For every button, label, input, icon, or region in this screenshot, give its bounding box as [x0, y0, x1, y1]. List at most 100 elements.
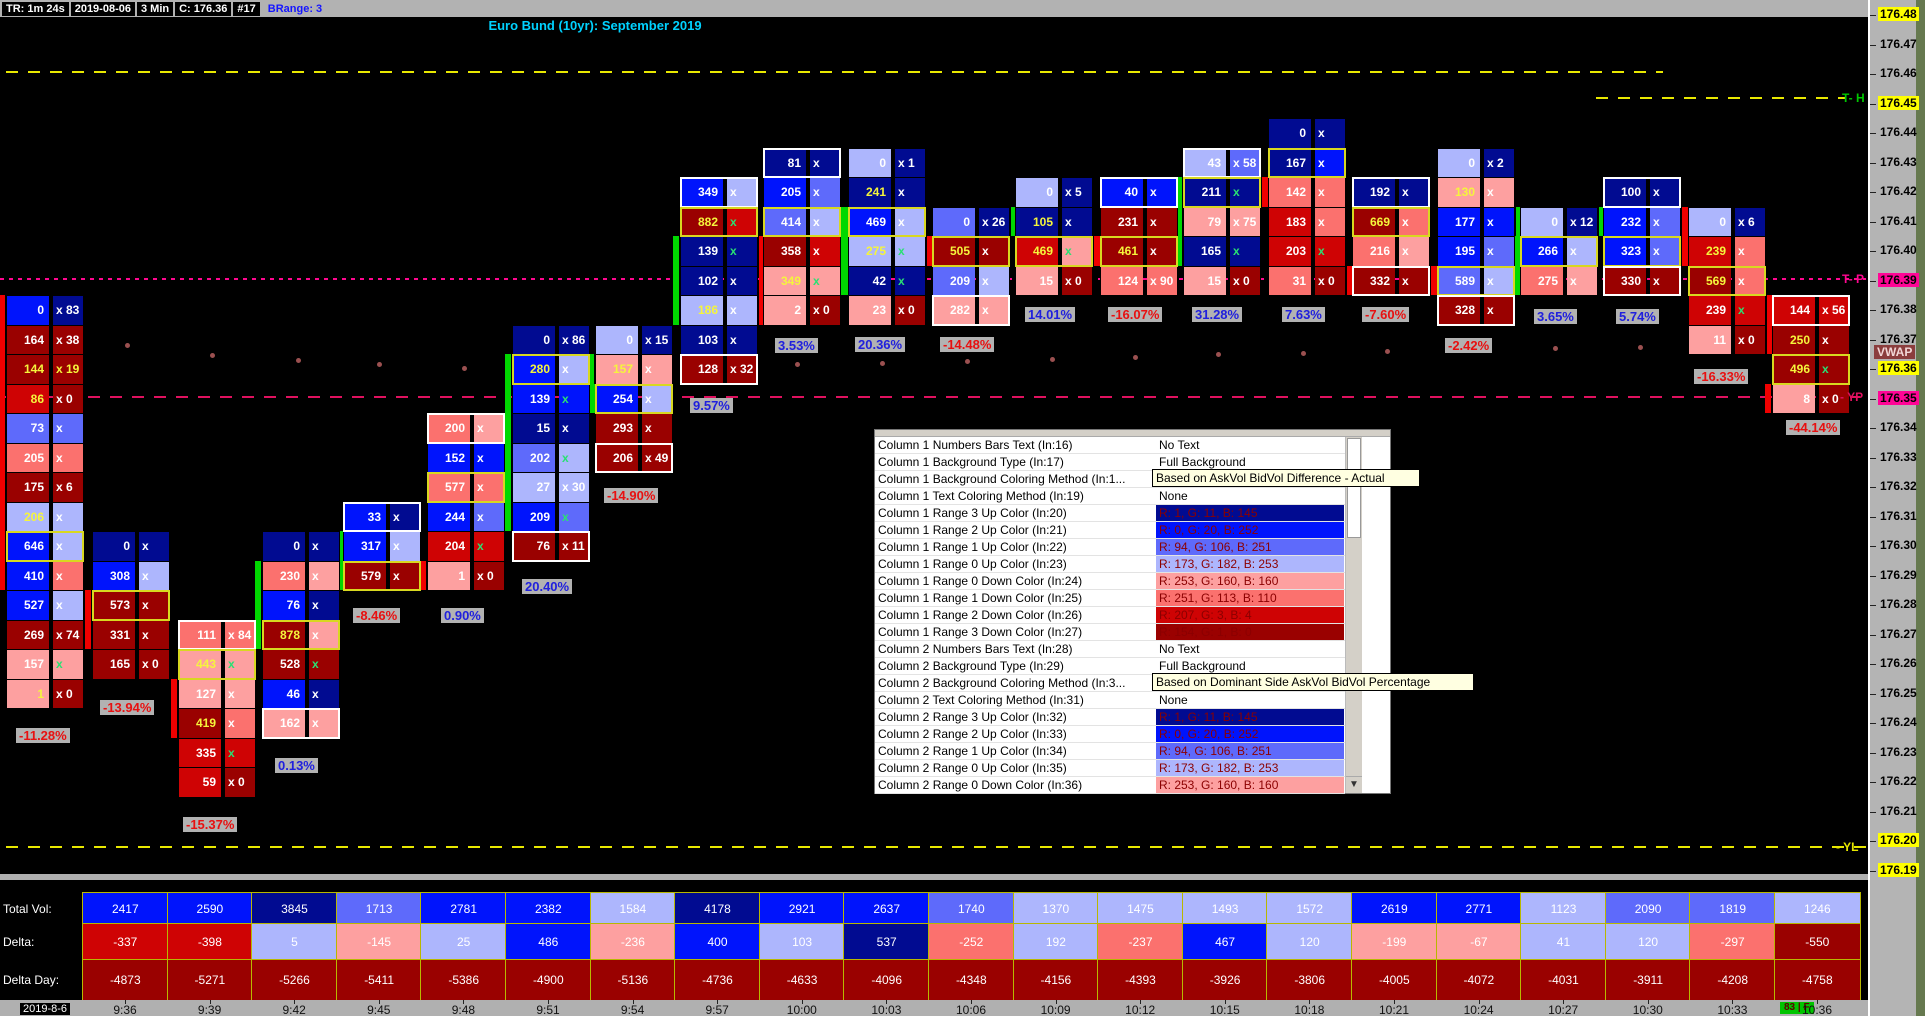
table-cell[interactable]: 120	[1604, 923, 1692, 961]
table-cell[interactable]: 1475	[1097, 892, 1184, 925]
table-cell[interactable]: 2382	[505, 892, 592, 925]
price-label[interactable]: 176.44	[1880, 125, 1917, 139]
table-cell[interactable]: -237	[1097, 923, 1184, 961]
setting-color-value[interactable]: R: 94, G: 106, B: 251	[1156, 539, 1344, 555]
table-cell[interactable]: 1246	[1774, 892, 1861, 925]
setting-value[interactable]: No Text	[1159, 438, 1200, 452]
table-cell[interactable]: 1370	[1012, 892, 1100, 925]
table-cell[interactable]: 1819	[1689, 892, 1776, 925]
footprint-cell[interactable]: 15 x 0	[1015, 265, 1093, 296]
table-cell[interactable]: 2637	[843, 892, 930, 925]
settings-row[interactable]: Column 2 Range 3 Up Color (In:32) R: 1, G…	[875, 709, 1345, 726]
settings-row[interactable]: Column 2 Range 0 Down Color (In:36) R: 25…	[875, 777, 1345, 794]
footprint-cell[interactable]: 0x 175	[1268, 118, 1346, 149]
price-label[interactable]: 176.39	[1878, 272, 1919, 287]
table-cell[interactable]: 192	[1012, 923, 1100, 961]
table-cell[interactable]: 537	[843, 923, 930, 961]
table-cell[interactable]: -4005	[1351, 959, 1438, 1001]
setting-color-value[interactable]: R: 173, G: 182, B: 253	[1156, 556, 1344, 572]
table-cell[interactable]: 4178	[674, 892, 761, 925]
setting-color-value[interactable]: R: 251, G: 113, B: 110	[1156, 590, 1344, 606]
setting-color-value[interactable]: R: 253, G: 160, B: 160	[1156, 573, 1344, 589]
table-cell[interactable]: 2417	[82, 892, 169, 925]
time-label[interactable]: 10:27	[1548, 1003, 1579, 1016]
table-cell[interactable]: 1713	[335, 892, 423, 925]
price-label[interactable]: 176.45	[1878, 95, 1919, 110]
table-cell[interactable]: 25	[420, 923, 507, 961]
footprint-cell[interactable]: 76 x 11	[512, 531, 590, 562]
toolbar-chip[interactable]: #17	[233, 1, 260, 16]
price-label[interactable]: 176.31	[1880, 508, 1917, 523]
settings-row[interactable]: Column 1 Background Type (In:17) Full Bac…	[875, 454, 1345, 471]
price-label[interactable]: 176.26	[1880, 656, 1917, 670]
table-cell[interactable]: -398	[166, 923, 254, 961]
table-cell[interactable]: -4208	[1689, 959, 1776, 1001]
table-cell[interactable]: 120	[1266, 923, 1353, 961]
time-label[interactable]: 10:21	[1378, 1003, 1410, 1016]
table-cell[interactable]: 2619	[1351, 892, 1438, 925]
footprint-cell[interactable]: 165 x 0	[92, 649, 170, 680]
table-cell[interactable]: -4873	[82, 959, 169, 1001]
price-label[interactable]: 176.38	[1880, 302, 1917, 316]
time-label[interactable]: 9:45	[367, 1003, 391, 1016]
price-label[interactable]: 176.36	[1878, 361, 1919, 375]
setting-value[interactable]: None	[1159, 489, 1188, 503]
setting-color-value[interactable]: R: 0, G: 20, B: 252	[1156, 726, 1344, 742]
settings-dialog[interactable]: ▼ Column 1 Numbers Bars Text (In:16) No T…	[874, 429, 1391, 794]
footprint-cell[interactable]: 128 x 32	[680, 354, 758, 385]
table-cell[interactable]: -4393	[1097, 959, 1184, 1001]
table-cell[interactable]: -4156	[1012, 959, 1100, 1001]
time-label[interactable]: 10:36	[1801, 1003, 1833, 1016]
price-label[interactable]: 176.48	[1878, 7, 1919, 21]
table-cell[interactable]: -4900	[505, 959, 592, 1001]
footprint-cell[interactable]: 23 x 0	[848, 295, 926, 326]
table-cell[interactable]: -4348	[928, 959, 1015, 1001]
table-cell[interactable]: 1123	[1520, 892, 1607, 925]
settings-row[interactable]: Column 1 Range 3 Down Color (In:27) R: 15…	[875, 624, 1345, 641]
footprint-cell[interactable]: 81x 202	[763, 147, 841, 178]
table-cell[interactable]: 1584	[589, 892, 677, 925]
scrollbar-down-arrow-icon[interactable]: ▼	[1346, 776, 1362, 793]
table-cell[interactable]: -252	[928, 923, 1015, 961]
table-cell[interactable]: -5386	[420, 959, 507, 1001]
price-label[interactable]: 176.42	[1880, 184, 1917, 198]
table-cell[interactable]: -4736	[674, 959, 761, 1001]
time-label[interactable]: 9:42	[282, 1003, 306, 1016]
table-cell[interactable]: 41	[1520, 923, 1607, 961]
settings-row[interactable]: Column 1 Range 0 Up Color (In:23) R: 173,…	[875, 556, 1345, 573]
price-label[interactable]: 176.25	[1880, 685, 1917, 700]
footprint-cell[interactable]: 15x 227	[512, 413, 590, 444]
settings-row[interactable]: Column 1 Range 1 Down Color (In:25) R: 25…	[875, 590, 1345, 607]
footprint-cell[interactable]: 124 x 90	[1100, 265, 1178, 296]
time-label[interactable]: 10:03	[871, 1003, 902, 1016]
time-label[interactable]: 9:48	[451, 1003, 476, 1016]
